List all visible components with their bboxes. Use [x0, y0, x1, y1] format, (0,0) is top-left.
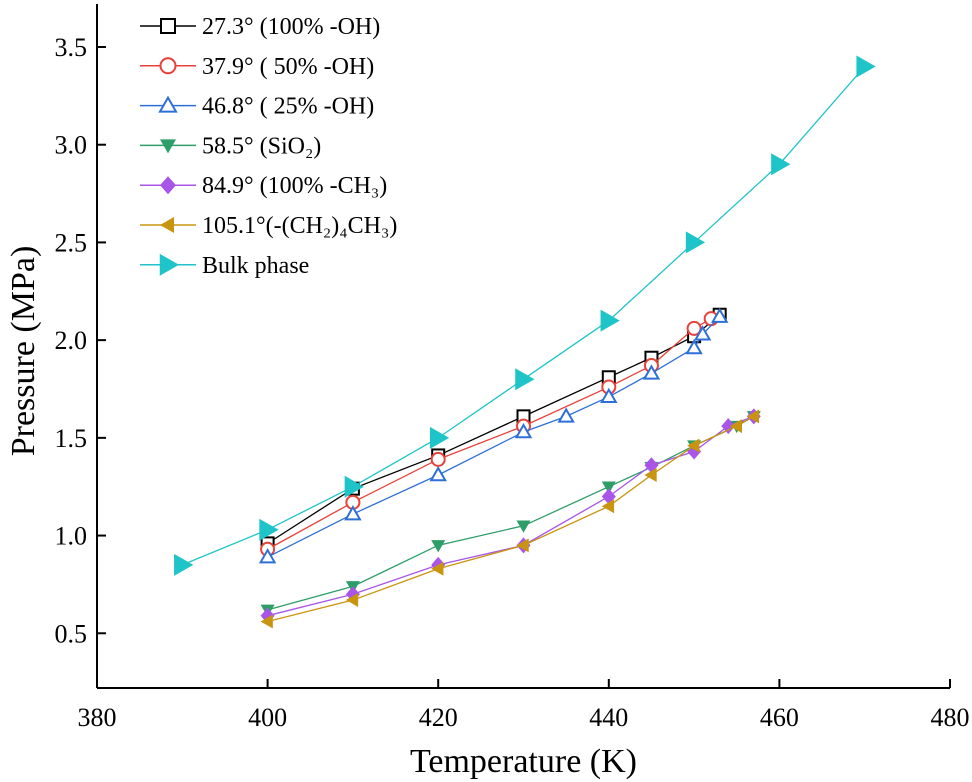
data-point — [430, 451, 446, 467]
data-point — [729, 419, 742, 434]
plot-frame — [96, 4, 950, 689]
data-point — [429, 465, 447, 482]
legend-item: 105.1°(-(CH₂)₄CH₃) — [140, 213, 397, 239]
series-2 — [260, 311, 719, 557]
legend-marker — [160, 139, 176, 154]
legend-item: 58.5° (SiO₂) — [140, 133, 321, 159]
data-point — [746, 409, 760, 424]
series-6 — [260, 409, 760, 629]
x-tick-label: 400 — [248, 703, 287, 732]
data-point — [259, 518, 279, 541]
series-line — [267, 415, 755, 623]
series-line — [267, 316, 721, 558]
y-tick-label: 1.5 — [55, 424, 88, 453]
series-line — [267, 415, 755, 611]
x-tick-label: 420 — [419, 703, 458, 732]
series-1 — [260, 307, 727, 551]
y-axis-title: Pressure (MPa) — [5, 246, 42, 457]
series-line — [267, 318, 712, 550]
data-point — [686, 320, 702, 336]
data-point — [600, 387, 618, 404]
data-point — [642, 364, 661, 380]
y-tick-label: 2.0 — [55, 326, 88, 355]
legend-marker — [159, 57, 177, 75]
data-point — [258, 548, 277, 564]
data-point — [431, 540, 446, 553]
y-tick-label: 2.5 — [55, 228, 88, 257]
data-point — [516, 520, 531, 533]
data-point — [856, 55, 876, 78]
data-point — [514, 422, 533, 439]
legend-label: 27.3° (100% -OH) — [202, 14, 380, 40]
y-tick-label: 0.5 — [55, 619, 88, 648]
legend-marker — [160, 176, 176, 195]
legend-item: 84.9° (100% -CH₃) — [140, 173, 387, 199]
legend: 27.3° (100% -OH) 37.9° ( 50% -OH) 46.8° ( … — [140, 14, 397, 279]
legend-marker — [160, 18, 176, 34]
data-point — [515, 368, 535, 391]
y-tick-label: 3.0 — [55, 131, 88, 160]
x-tick-label: 480 — [931, 703, 970, 732]
data-point — [685, 338, 703, 355]
data-point — [344, 505, 362, 521]
legend-item: 27.3° (100% -OH) — [140, 14, 380, 40]
data-point — [345, 593, 359, 608]
y-tick-label: 3.5 — [55, 33, 88, 62]
data-point — [174, 553, 194, 576]
ticks-layer: 380 400 420 440 460 480 0.5 1.0 1.5 2.0 2.5 3.0 3.5 — [55, 33, 970, 732]
series-7 — [174, 55, 876, 576]
series-4 — [260, 411, 761, 617]
data-point — [429, 426, 450, 449]
x-tick-label: 440 — [589, 703, 628, 732]
data-point — [601, 499, 615, 514]
legend-marker — [159, 253, 179, 276]
data-point — [344, 475, 364, 498]
data-point — [693, 325, 712, 341]
data-point — [516, 538, 529, 553]
legend-item: Bulk phase — [140, 253, 309, 279]
legend-label: 105.1°(-(CH₂)₄CH₃) — [202, 213, 397, 239]
data-point — [260, 614, 273, 629]
series-line — [267, 415, 755, 617]
legend-label: 46.8° ( 25% -OH) — [202, 94, 374, 120]
legend-label: 58.5° (SiO₂) — [202, 133, 321, 159]
data-point — [685, 231, 706, 254]
legend-item: 46.8° ( 25% -OH) — [140, 94, 374, 120]
data-point — [644, 467, 657, 482]
legend-item: 37.9° ( 50% -OH) — [140, 54, 374, 80]
legend-label: 84.9° (100% -CH₃) — [202, 173, 387, 199]
x-tick-label: 460 — [760, 703, 799, 732]
legend-label: Bulk phase — [202, 253, 309, 279]
y-tick-label: 1.0 — [55, 522, 88, 551]
x-tick-label: 380 — [78, 703, 117, 732]
data-point — [601, 481, 616, 494]
series-layer — [174, 55, 876, 629]
data-point — [557, 407, 575, 423]
data-point — [771, 153, 791, 176]
data-point — [710, 307, 729, 323]
data-point — [600, 309, 620, 332]
legend-marker — [160, 217, 174, 233]
series-line — [267, 314, 721, 544]
x-axis-title: Temperature (K) — [410, 743, 637, 780]
series-3 — [258, 307, 729, 564]
legend-label: 37.9° ( 50% -OH) — [202, 54, 374, 80]
data-point — [431, 561, 444, 576]
legend-marker — [158, 95, 178, 113]
data-point — [721, 418, 736, 435]
data-point — [687, 438, 700, 453]
